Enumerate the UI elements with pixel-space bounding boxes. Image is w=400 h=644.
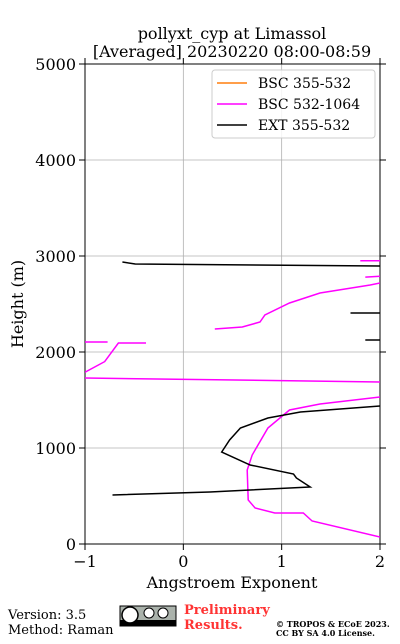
x-axis-label: Angstroem Exponent — [146, 573, 318, 592]
license-text: © TROPOS & ECoE 2023. — [276, 619, 390, 629]
x-tick-label: −1 — [73, 552, 97, 571]
chart-title: pollyxt_cyp at Limassol — [138, 24, 327, 43]
y-tick-label: 1000 — [35, 439, 76, 458]
y-tick-label: 2000 — [35, 343, 76, 362]
legend-label: BSC 355-532 — [258, 76, 351, 92]
cc-logo — [119, 605, 177, 627]
y-tick-label: 4000 — [35, 151, 76, 170]
legend-label: EXT 355-532 — [258, 118, 350, 134]
license-text: CC BY SA 4.0 License. — [276, 628, 375, 638]
plot-frame — [84, 63, 381, 545]
data-line — [85, 260, 380, 538]
y-axis-label: Height (m) — [8, 260, 27, 348]
x-tick-label: 0 — [178, 552, 188, 571]
version-text: Version: 3.5 — [7, 608, 86, 623]
preliminary-text: Preliminary — [184, 603, 270, 618]
chart-subtitle: [Averaged] 20230220 08:00-08:59 — [93, 42, 371, 61]
legend-label: BSC 532-1064 — [258, 97, 360, 113]
preliminary-text: Results. — [184, 618, 243, 633]
y-tick-label: 5000 — [35, 55, 76, 74]
x-tick-label: 2 — [375, 552, 385, 571]
y-tick-label: 0 — [66, 535, 76, 554]
method-text: Method: Raman — [8, 623, 114, 638]
y-tick-label: 3000 — [35, 247, 76, 266]
data-line — [112, 261, 380, 496]
x-tick-label: 1 — [277, 552, 287, 571]
legend-box — [211, 69, 376, 139]
